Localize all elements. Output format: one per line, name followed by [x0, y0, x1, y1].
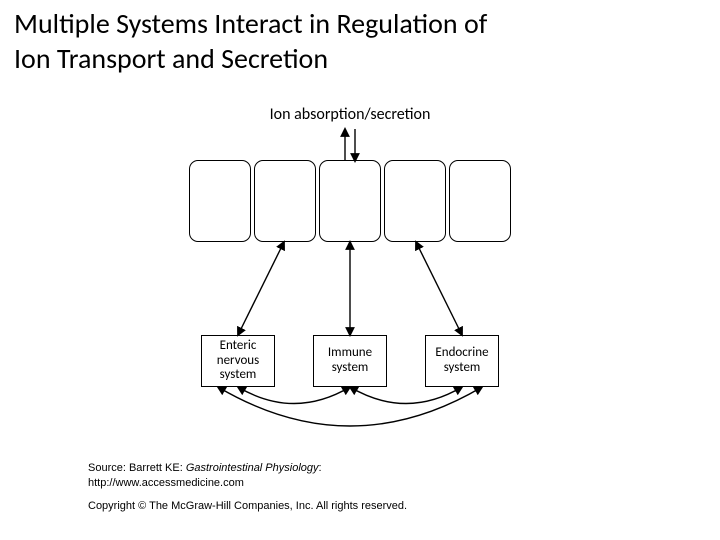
arrow-layer: [110, 105, 590, 435]
source-suffix: :: [319, 462, 322, 474]
copyright-text: Copyright © The McGraw-Hill Companies, I…: [88, 500, 407, 512]
slide-title: Multiple Systems Interact in Regulation …: [14, 6, 706, 76]
source-prefix: Source: Barrett KE:: [88, 462, 186, 474]
diagram-area: Ion absorption/secretion Enteric nervous…: [110, 105, 590, 435]
source-book-title: Gastrointestinal Physiology: [186, 462, 319, 474]
source-url: http://www.accessmedicine.com: [88, 477, 244, 489]
source-citation: Source: Barrett KE: Gastrointestinal Phy…: [88, 461, 322, 490]
